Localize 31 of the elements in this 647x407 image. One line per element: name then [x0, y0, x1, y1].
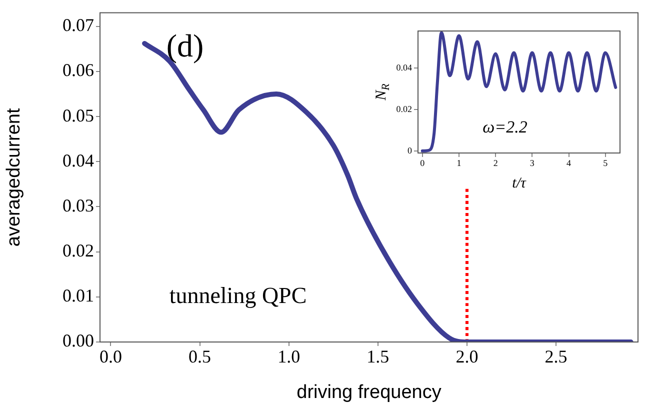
y-axis-title: NR: [374, 83, 392, 102]
x-tick-label: 3: [530, 158, 535, 168]
x-tick-label: 1.0: [278, 346, 300, 367]
x-tick-label: 1: [456, 158, 462, 168]
annotation: (d): [166, 27, 204, 64]
x-tick-label: 0: [420, 158, 426, 168]
x-tick-label: 1.5: [366, 346, 390, 367]
y-tick-label: 0.00: [62, 330, 94, 351]
annotation: tunneling QPC: [169, 283, 307, 308]
y-tick-label: 0.06: [62, 60, 94, 80]
x-tick-label: 2.0: [456, 346, 478, 367]
line-series: [420, 31, 618, 152]
x-tick-label: 0.5: [188, 346, 212, 367]
y-tick-label: 0.04: [62, 150, 94, 170]
y-tick-label: 0.07: [62, 15, 94, 36]
y-tick-label: 0.02: [62, 240, 94, 261]
x-axis-title: driving frequency: [296, 382, 442, 403]
x-tick-label: 2.5: [544, 346, 568, 367]
x-axis-title: t/τ: [512, 176, 526, 192]
y-tick-label: 0.03: [62, 195, 94, 216]
x-tick-label: 2: [493, 158, 498, 168]
y-tick-label: 0: [408, 145, 412, 156]
x-tick-label: 5: [603, 158, 608, 168]
y-tick-label: 0.01: [62, 286, 94, 306]
y-tick-label: 0.02: [396, 104, 412, 114]
y-tick-label: 0.05: [62, 105, 94, 126]
x-tick-label: 0.0: [99, 346, 122, 367]
x-tick-label: 4: [566, 158, 572, 168]
y-axis-title: averagedcurrent: [3, 108, 24, 247]
y-tick-label: 0.04: [396, 62, 412, 73]
annotation: ω=2.2: [482, 117, 528, 136]
